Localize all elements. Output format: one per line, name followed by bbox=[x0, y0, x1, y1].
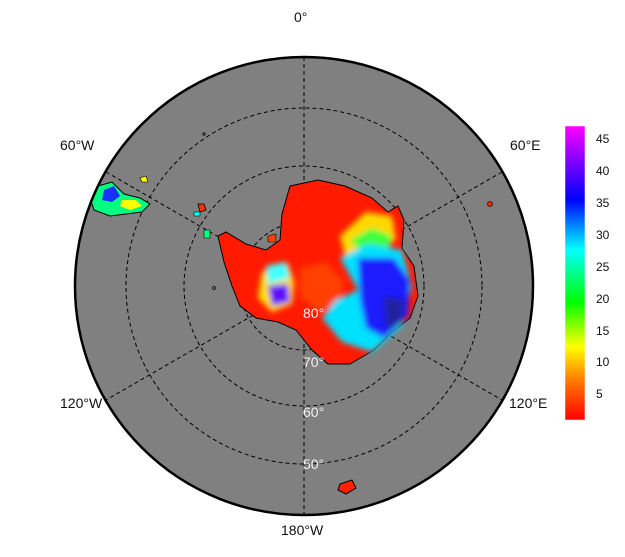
lon-label-180w: 180°W bbox=[281, 522, 324, 538]
lat-label-50: 50° bbox=[303, 456, 325, 472]
colorbar-tick-label: 30 bbox=[596, 227, 610, 242]
antarctica-field bbox=[217, 179, 419, 365]
lon-label-60e: 60°E bbox=[510, 137, 541, 153]
colorbar-tick-label: 5 bbox=[596, 387, 603, 402]
south-america-tip bbox=[89, 175, 151, 217]
colorbar-tick-label: 35 bbox=[596, 195, 610, 210]
map-border bbox=[73, 55, 535, 517]
colorbar-tick-label: 10 bbox=[596, 355, 610, 370]
meridian-60w-120e bbox=[105, 171, 503, 401]
navy-core bbox=[384, 296, 404, 330]
lat-label-80: 80° bbox=[303, 305, 325, 321]
colorbar-tick-label: 45 bbox=[596, 131, 610, 146]
lat-label-70: 70° bbox=[303, 354, 325, 370]
colorbar-tick-label: 15 bbox=[596, 323, 610, 338]
cyan-west-patch bbox=[266, 262, 290, 284]
lat-label-60: 60° bbox=[303, 404, 325, 420]
colorbar-gradient bbox=[565, 126, 585, 420]
orange-patch bbox=[300, 262, 344, 312]
lon-label-120e: 120°E bbox=[509, 395, 548, 411]
colorbar-tick-label: 40 bbox=[596, 163, 610, 178]
colorbar-tick-label: 25 bbox=[596, 259, 610, 274]
meridian-60e-120w bbox=[105, 171, 503, 401]
lon-label-60w: 60°W bbox=[60, 137, 95, 153]
lon-label-0: 0° bbox=[294, 9, 308, 25]
meridian-grid bbox=[105, 57, 503, 515]
colorbar-tick-label: 20 bbox=[596, 291, 610, 306]
violet-west-patch bbox=[268, 284, 290, 306]
lat-circle-60 bbox=[125, 107, 483, 465]
islands bbox=[193, 98, 493, 495]
ross-iceshelf-edge bbox=[311, 349, 350, 365]
lon-label-120w: 120°W bbox=[60, 395, 103, 411]
colorbar-frame bbox=[564, 125, 586, 421]
lat-circle-70 bbox=[183, 165, 425, 407]
